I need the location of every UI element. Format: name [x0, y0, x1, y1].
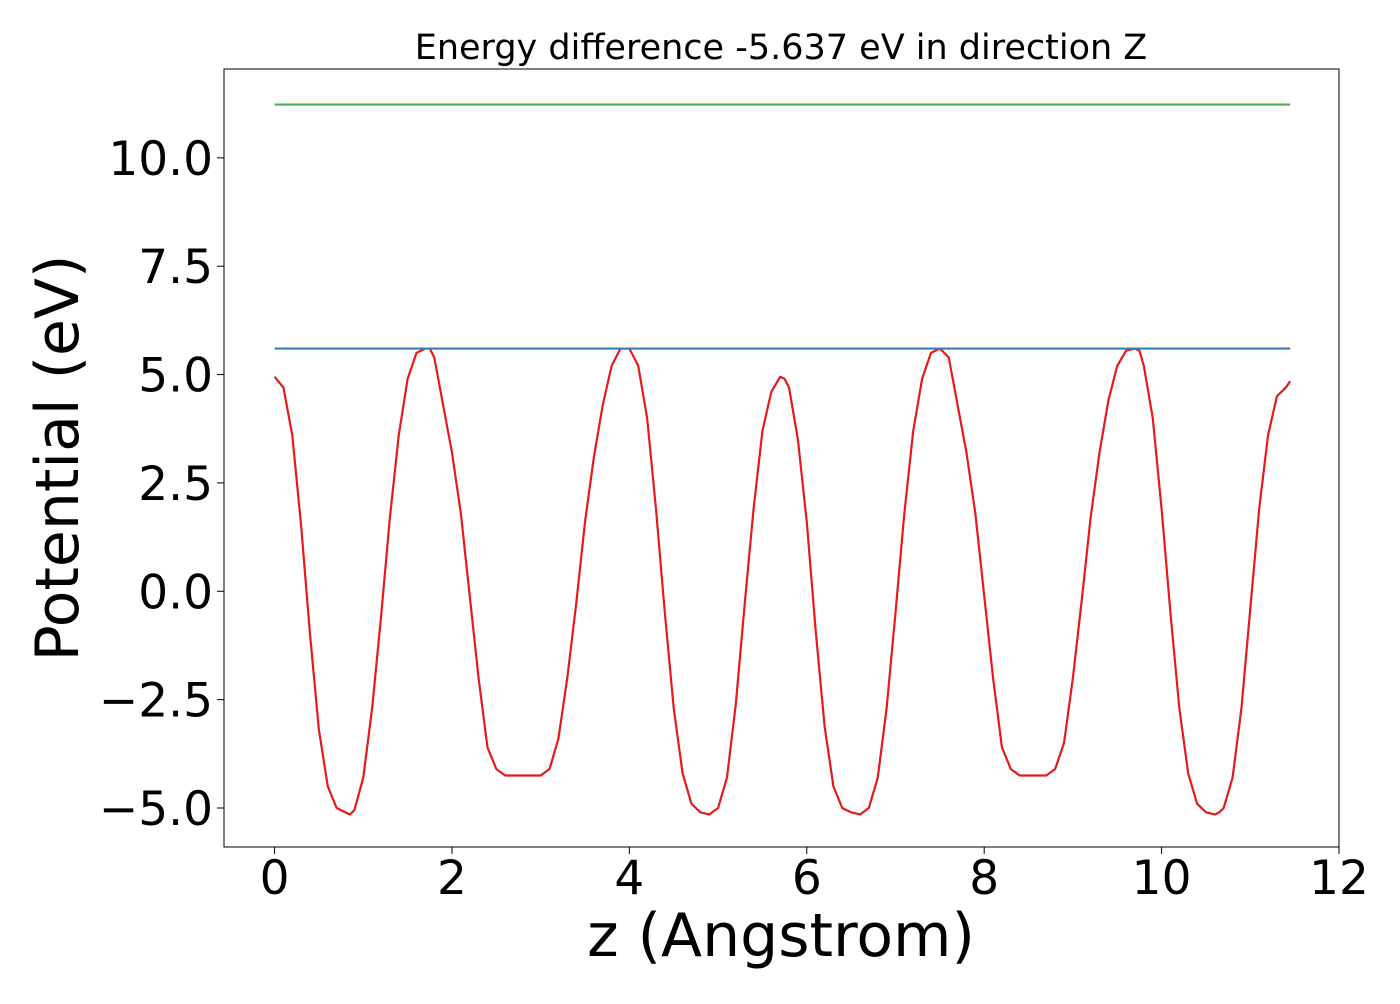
y-tick-label: −2.5	[99, 674, 213, 729]
x-axis-label: z (Angstrom)	[587, 901, 975, 971]
plot-frame	[223, 68, 1340, 848]
x-tick-label: 12	[1309, 851, 1369, 906]
y-axis: −5.0 −2.5 0.0 2.5 5.0 7.5 10.0	[99, 132, 224, 837]
chart-title: Energy difference -5.637 eV in direction…	[415, 28, 1148, 68]
x-axis: 0 2 4 6 8 10 12	[260, 847, 1369, 906]
y-tick-label: 2.5	[138, 457, 213, 512]
x-tick-label: 10	[1132, 851, 1192, 906]
x-tick-label: 2	[437, 851, 467, 906]
y-tick-label: 5.0	[138, 349, 213, 404]
x-tick-label: 6	[792, 851, 822, 906]
x-tick-label: 0	[260, 851, 290, 906]
y-tick-label: 10.0	[108, 132, 213, 187]
x-tick-label: 4	[614, 851, 644, 906]
y-tick-label: 7.5	[138, 240, 213, 295]
y-tick-label: 0.0	[138, 565, 213, 620]
plot-area	[273, 103, 1292, 816]
series-line-0	[273, 347, 1292, 816]
y-tick-label: −5.0	[99, 782, 213, 837]
y-axis-label: Potential (eV)	[23, 255, 93, 662]
x-tick-label: 8	[969, 851, 999, 906]
